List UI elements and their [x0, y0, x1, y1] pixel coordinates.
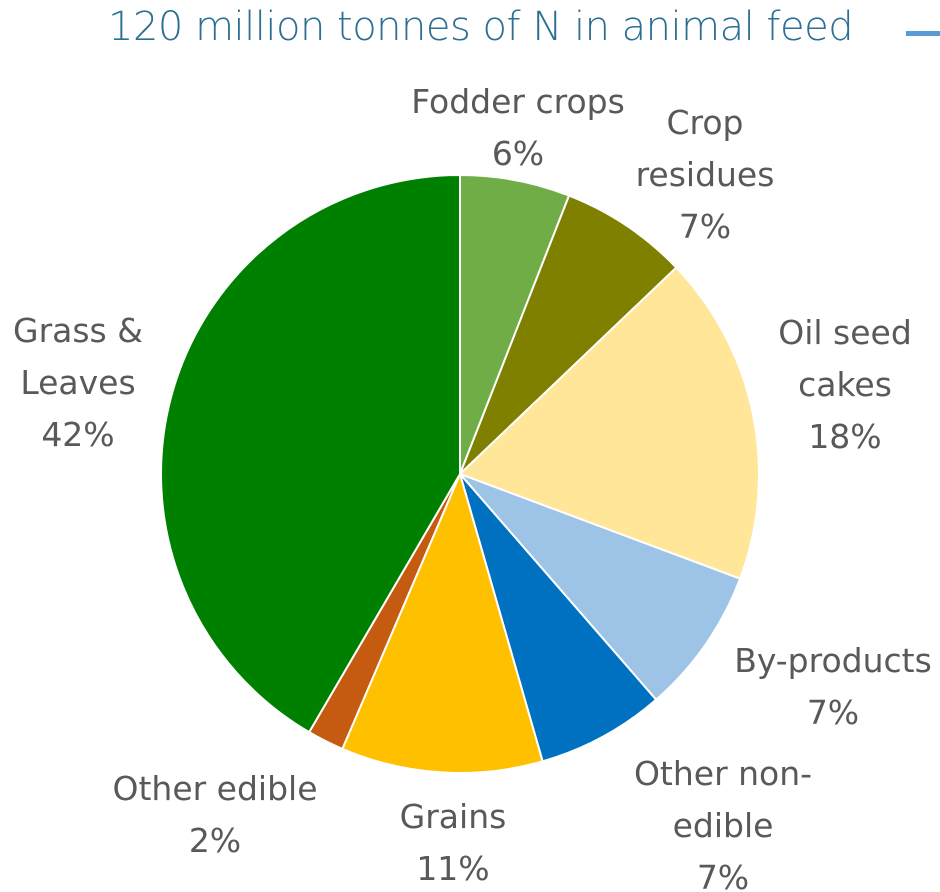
label-grains: Grains 11%	[400, 797, 507, 888]
label-grass-leaves: Grass & Leaves 42%	[13, 311, 143, 454]
label-crop-residues: Crop residues 7%	[636, 103, 775, 246]
label-other-edible: Other edible 2%	[112, 769, 317, 860]
slice-crop-residues[interactable]	[459, 194, 678, 475]
label-by-products: By-products 7%	[734, 641, 932, 732]
label-fodder-crops: Fodder crops 6%	[411, 82, 625, 173]
slice-grains[interactable]	[341, 471, 544, 774]
pie-slices	[160, 173, 760, 774]
label-oil-seed-cakes: Oil seed cakes 18%	[778, 313, 912, 456]
label-other-non-edible: Other non-edible 7%	[634, 754, 812, 892]
slice-by-products[interactable]	[459, 473, 742, 702]
slice-grass-leaves[interactable]	[160, 173, 461, 734]
pie-labels: Fodder crops 6%Crop residues 7%Oil seed cake…	[13, 82, 932, 892]
chart-title: 120 million tonnes of N in animal feed	[108, 4, 854, 50]
legend-swatch	[906, 31, 940, 36]
slice-other-non-edible[interactable]	[459, 473, 658, 763]
